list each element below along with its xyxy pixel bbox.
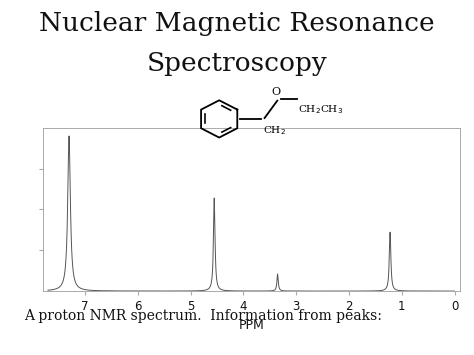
Text: Nuclear Magnetic Resonance: Nuclear Magnetic Resonance xyxy=(39,11,435,36)
Text: CH$_2$: CH$_2$ xyxy=(263,124,285,137)
Text: Spectroscopy: Spectroscopy xyxy=(146,51,328,76)
Text: O: O xyxy=(271,87,281,97)
X-axis label: PPM: PPM xyxy=(238,319,264,332)
Text: CH$_2$CH$_3$: CH$_2$CH$_3$ xyxy=(298,104,343,116)
Text: A proton NMR spectrum.  Information from peaks:: A proton NMR spectrum. Information from … xyxy=(24,309,382,323)
